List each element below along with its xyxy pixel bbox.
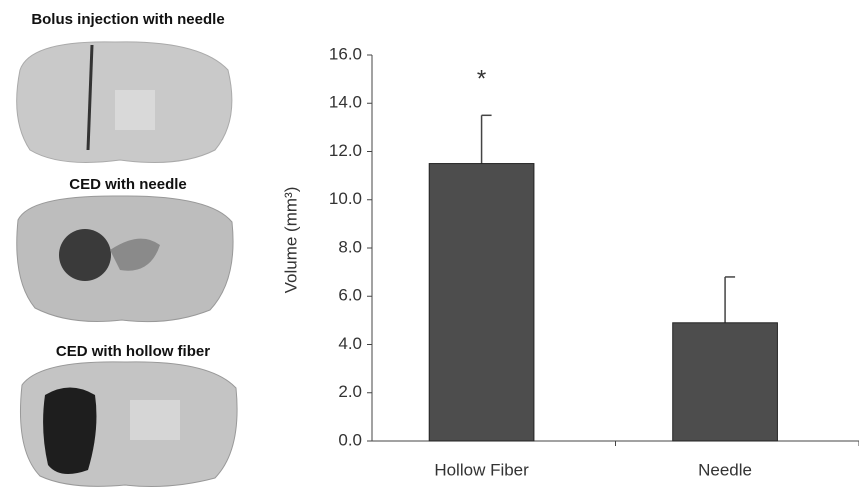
y-tick-label: 16.0 (329, 44, 362, 63)
y-tick-label: 4.0 (338, 334, 362, 353)
y-tick-label: 2.0 (338, 382, 362, 401)
brain-section (17, 196, 233, 322)
bar (429, 164, 534, 441)
y-tick-label: 10.0 (329, 189, 362, 208)
brain-section (20, 362, 237, 487)
bar (673, 323, 778, 441)
x-tick-label: Needle (698, 460, 752, 479)
brain-section (17, 42, 232, 163)
image-label: Bolus injection with needle (31, 11, 224, 28)
y-axis-label: Volume (mm³) (281, 187, 300, 294)
image-label: CED with hollow fiber (56, 343, 210, 360)
y-tick-label: 6.0 (338, 286, 362, 305)
annotation: * (477, 66, 486, 93)
y-tick-label: 0.0 (338, 430, 362, 449)
figure: Bolus injection with needle CED with nee… (0, 0, 859, 489)
image-label: CED with needle (69, 176, 187, 193)
y-tick-label: 14.0 (329, 93, 362, 112)
y-tick-label: 8.0 (338, 237, 362, 256)
x-tick-label: Hollow Fiber (434, 460, 529, 479)
y-tick-label: 12.0 (329, 141, 362, 160)
